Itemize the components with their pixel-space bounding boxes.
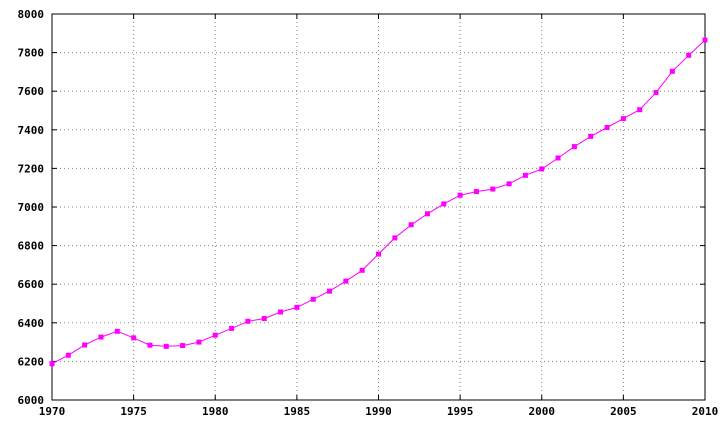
data-point [588, 133, 594, 139]
data-point [637, 107, 643, 113]
data-point [571, 144, 577, 150]
data-point [408, 222, 414, 228]
data-point [539, 166, 545, 172]
data-point [98, 334, 104, 340]
x-tick-label: 1975 [120, 405, 147, 418]
series-points [49, 37, 708, 367]
y-tick-label: 7000 [18, 201, 45, 214]
data-point [343, 278, 349, 284]
x-tick-label: 2010 [692, 405, 719, 418]
data-point [131, 335, 137, 341]
x-tick-label: 1980 [202, 405, 229, 418]
data-point [294, 304, 300, 310]
data-point [65, 352, 71, 358]
y-tick-label: 7600 [18, 85, 45, 98]
data-point [327, 288, 333, 294]
data-point [212, 332, 218, 338]
y-tick-label: 7400 [18, 124, 45, 137]
data-point [261, 316, 267, 322]
data-point [506, 181, 512, 187]
y-tick-label: 7200 [18, 162, 45, 175]
data-point [653, 90, 659, 96]
data-point [376, 251, 381, 257]
y-tick-label: 6200 [18, 355, 45, 368]
data-point [424, 211, 430, 217]
data-point [686, 52, 692, 58]
data-point [473, 189, 479, 195]
data-point [147, 342, 153, 348]
data-point [359, 267, 365, 273]
y-tick-label: 6400 [18, 317, 45, 330]
data-point [522, 172, 528, 178]
x-axis-tick-labels: 1970 1975 1980 1985 1990 1995 2000 2005 2010 [39, 405, 719, 418]
y-tick-label: 6000 [18, 394, 45, 407]
y-tick-label: 8000 [18, 8, 45, 21]
y-tick-label: 6600 [18, 278, 45, 291]
data-point [180, 343, 186, 349]
x-tick-label: 2000 [529, 405, 556, 418]
data-point [392, 235, 398, 241]
data-point [114, 328, 120, 334]
data-point [229, 325, 235, 331]
x-tick-label: 1990 [365, 405, 392, 418]
data-point [669, 68, 675, 74]
axis-ticks [51, 13, 706, 401]
data-point [278, 309, 284, 315]
x-tick-label: 1970 [39, 405, 66, 418]
y-tick-label: 6800 [18, 240, 45, 253]
grid-lines [52, 14, 705, 400]
x-tick-label: 1995 [447, 405, 474, 418]
data-point [457, 192, 463, 198]
data-point [702, 37, 708, 43]
x-tick-label: 2005 [610, 405, 637, 418]
y-tick-label: 7800 [18, 47, 45, 60]
y-axis-tick-labels: 6000 6200 6400 6600 6800 7000 7200 7400 7600 7800… [18, 8, 45, 407]
data-point [310, 296, 316, 302]
series-line [51, 39, 706, 365]
data-point [604, 124, 610, 130]
data-point [163, 343, 169, 349]
data-point [196, 339, 202, 345]
data-point [555, 155, 561, 161]
data-point [49, 361, 55, 367]
data-point [441, 201, 447, 207]
data-point [82, 342, 88, 348]
data-point [490, 186, 496, 192]
x-tick-label: 1985 [284, 405, 311, 418]
data-point [620, 116, 626, 122]
data-point [245, 318, 251, 324]
